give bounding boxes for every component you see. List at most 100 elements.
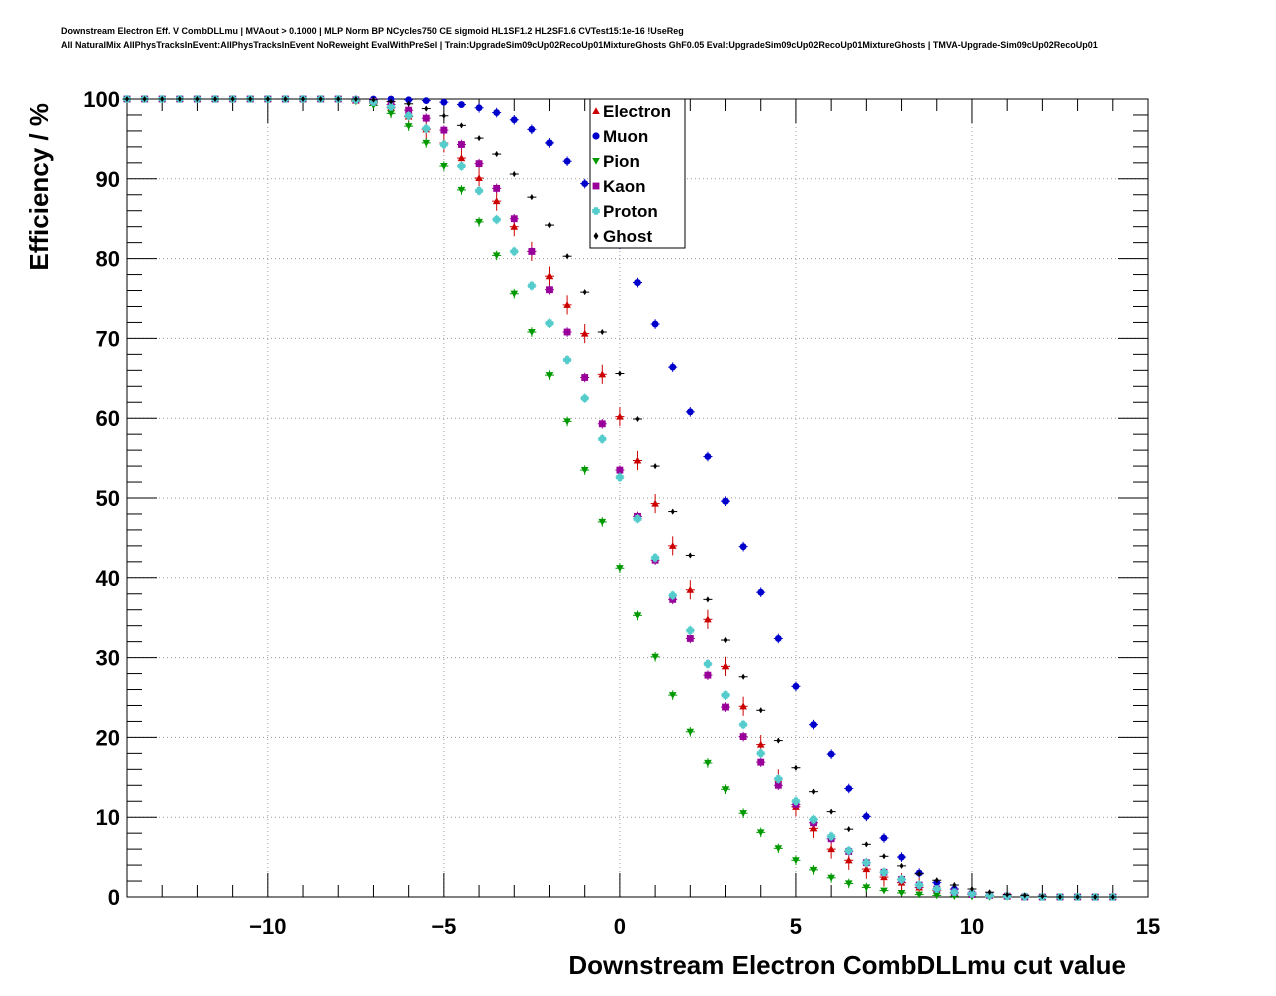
data-point-kaon — [774, 781, 782, 789]
data-point-ghost — [864, 841, 869, 848]
legend-box — [589, 98, 686, 249]
data-point-ghost — [846, 826, 851, 833]
data-point-pion — [598, 518, 607, 526]
data-point-kaon — [616, 466, 624, 474]
data-point-proton — [510, 247, 519, 256]
data-point-muon — [845, 785, 853, 792]
data-point-muon — [722, 497, 729, 505]
data-point-muon — [475, 104, 483, 112]
y-tick-label: 0 — [108, 885, 120, 910]
data-points — [122, 95, 1118, 901]
data-point-muon — [810, 721, 817, 729]
data-point-electron — [580, 329, 589, 337]
x-tick-label: 15 — [1136, 914, 1160, 939]
data-point-ghost — [353, 96, 358, 102]
data-point-ghost — [177, 96, 182, 102]
x-tick-label: −10 — [249, 914, 286, 939]
data-point-ghost — [723, 637, 728, 644]
data-point-kaon — [757, 758, 765, 766]
data-point-proton — [422, 124, 431, 133]
legend-label-pion: Pion — [603, 152, 640, 171]
y-tick-label: 60 — [96, 406, 120, 431]
data-point-muon — [739, 543, 747, 551]
data-point-ghost — [582, 289, 587, 296]
data-point-pion — [475, 218, 483, 226]
data-point-pion — [704, 759, 712, 767]
data-point-ghost — [477, 135, 482, 142]
data-point-pion — [545, 372, 554, 379]
data-point-ghost — [529, 194, 534, 201]
data-point-muon — [528, 125, 536, 133]
data-point-electron — [492, 197, 501, 205]
data-point-muon — [510, 116, 518, 124]
x-tick-label: 10 — [960, 914, 984, 939]
legend-label-muon: Muon — [603, 127, 648, 146]
data-point-ghost — [1040, 893, 1045, 900]
data-point-ghost — [406, 100, 411, 107]
series-ghost — [122, 96, 1118, 900]
data-point-muon — [757, 588, 765, 596]
data-point-electron — [827, 845, 835, 853]
data-point-ghost — [970, 886, 974, 893]
data-point-ghost — [230, 96, 235, 102]
data-point-pion — [686, 728, 695, 736]
data-point-muon — [440, 98, 448, 106]
data-point-ghost — [793, 764, 798, 771]
data-point-pion — [457, 186, 466, 194]
data-point-ghost — [547, 222, 552, 229]
data-point-muon — [634, 279, 641, 286]
data-point-ghost — [987, 889, 992, 896]
data-point-ghost — [265, 96, 270, 102]
data-point-kaon — [510, 215, 518, 223]
legend-label-ghost: Ghost — [603, 227, 652, 246]
data-point-proton — [651, 554, 659, 562]
data-point-kaon — [686, 635, 694, 642]
y-tick-label: 30 — [96, 646, 120, 671]
data-point-ghost — [125, 96, 129, 102]
data-point-proton — [809, 815, 818, 824]
data-point-pion — [792, 857, 800, 865]
data-point-ghost — [741, 673, 746, 680]
legend-label-kaon: Kaon — [603, 177, 646, 196]
data-point-ghost — [705, 596, 710, 603]
data-point-muon — [862, 813, 870, 820]
data-point-ghost — [758, 707, 763, 714]
legend-marker-muon — [592, 132, 600, 140]
legend-marker-electron — [592, 107, 600, 115]
data-point-ghost — [1110, 894, 1115, 900]
x-tick-label: −5 — [431, 914, 456, 939]
data-point-ghost — [600, 329, 605, 336]
data-point-electron — [651, 499, 659, 507]
data-point-ghost — [142, 96, 147, 102]
data-point-ghost — [459, 122, 464, 129]
data-point-electron — [739, 702, 747, 710]
data-point-electron — [633, 456, 642, 464]
data-point-electron — [616, 412, 624, 420]
data-point-ghost — [917, 870, 922, 877]
data-point-muon — [493, 109, 501, 116]
legend-marker-proton — [592, 207, 600, 215]
data-point-electron — [844, 856, 853, 864]
data-point-muon — [546, 139, 553, 147]
y-tick-label: 50 — [96, 486, 120, 511]
data-point-ghost — [1005, 891, 1010, 898]
data-point-proton — [616, 473, 624, 482]
data-point-electron — [475, 174, 483, 182]
data-point-pion — [827, 874, 835, 882]
data-point-pion — [651, 653, 659, 661]
data-point-pion — [563, 418, 571, 426]
data-point-proton — [774, 775, 783, 783]
data-point-muon — [880, 834, 888, 842]
legend-marker-ghost — [593, 232, 599, 240]
data-point-muon — [405, 96, 413, 104]
y-tick-label: 10 — [96, 805, 120, 830]
data-point-pion — [915, 891, 923, 899]
y-axis-title: Efficiency / % — [24, 103, 54, 271]
data-point-muon — [669, 363, 677, 371]
data-point-proton — [827, 832, 835, 841]
data-point-ghost — [934, 877, 939, 884]
data-point-muon — [563, 157, 571, 165]
legend-marker-kaon — [592, 182, 600, 190]
data-point-proton — [739, 720, 747, 729]
